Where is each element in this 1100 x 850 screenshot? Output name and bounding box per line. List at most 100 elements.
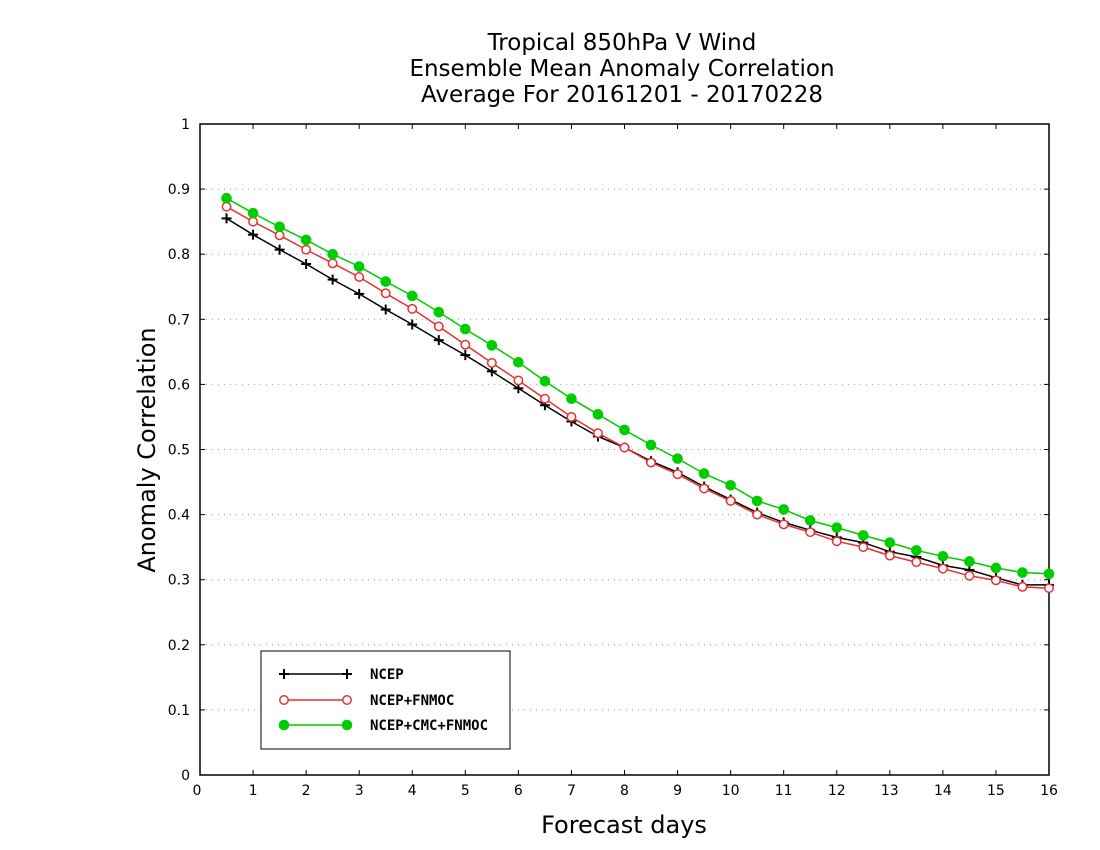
x-tick-label-14: 14	[934, 783, 952, 799]
data-point-s1-31	[1044, 583, 1054, 594]
data-point-s1-1	[248, 216, 259, 227]
data-point-s1-4	[327, 258, 338, 269]
legend-marker-right-2	[341, 719, 353, 731]
data-point-s2-27	[937, 550, 949, 562]
x-tick-label-8: 8	[620, 783, 629, 799]
data-point-s1-8	[433, 321, 444, 332]
x-tick-label-6: 6	[514, 783, 523, 799]
data-point-s0-3	[301, 258, 312, 269]
data-point-s2-26	[911, 545, 922, 556]
y-tick-label-0: 0	[181, 768, 190, 784]
legend-label-0: NCEP	[370, 667, 404, 683]
data-point-s0-7	[407, 319, 418, 330]
legend-marker-left-1	[279, 695, 289, 705]
data-point-s2-1	[247, 207, 259, 219]
data-point-s2-13	[566, 393, 577, 405]
chart-title-line-1: Tropical 850hPa V Wind	[487, 30, 757, 56]
x-tick-label-4: 4	[408, 783, 417, 799]
data-point-s2-16	[645, 439, 657, 451]
legend-marker-left-0	[279, 669, 289, 679]
data-point-s0-0	[221, 213, 232, 224]
x-tick-label-10: 10	[722, 783, 740, 799]
data-point-s1-29	[990, 575, 1001, 586]
data-point-s2-10	[486, 340, 498, 351]
y-axis-label: Anomaly Correlation	[133, 327, 161, 572]
series-line-0	[226, 217, 1049, 586]
chart-title-line-2: Ensemble Mean Anomaly Correlation	[409, 56, 834, 82]
x-tick-label-16: 16	[1040, 783, 1058, 799]
data-point-s1-27	[937, 563, 948, 574]
data-point-s2-20	[751, 495, 763, 507]
y-tick-label-7: 0.7	[168, 312, 190, 328]
legend: NCEP NCEP+FNMOC NCEP+CMC+FNMOC	[260, 650, 511, 750]
data-point-s1-28	[964, 570, 975, 581]
data-point-s0-10	[486, 366, 497, 377]
data-point-s1-30	[1017, 581, 1028, 592]
x-tick-label-5: 5	[461, 783, 470, 799]
y-tick-label-5: 0.5	[168, 443, 190, 459]
legend-item-1: NCEP+FNMOC	[279, 693, 454, 709]
data-point-s1-24	[858, 542, 869, 553]
y-tick-label-2: 0.2	[168, 638, 190, 654]
data-point-s2-9	[460, 323, 471, 335]
data-point-s1-23	[831, 536, 842, 547]
data-point-s1-10	[486, 357, 497, 368]
x-tick-label-13: 13	[881, 783, 899, 799]
data-point-s1-20	[752, 509, 763, 520]
data-point-s2-15	[619, 424, 630, 436]
data-point-s1-5	[354, 272, 365, 282]
x-tick-label-12: 12	[828, 783, 846, 799]
x-tick-label-1: 1	[249, 783, 258, 799]
data-point-s1-25	[884, 550, 895, 561]
chart-title-line-3: Average For 20161201 - 20170228	[421, 82, 823, 108]
x-tick-label-3: 3	[355, 783, 364, 799]
data-point-s1-13	[566, 412, 577, 422]
data-point-s1-0	[221, 201, 232, 212]
x-tick-label-11: 11	[775, 783, 793, 799]
data-point-s0-4	[327, 274, 338, 285]
data-point-s2-30	[1017, 567, 1028, 578]
series-1	[221, 201, 1054, 594]
data-point-s2-11	[513, 356, 524, 368]
data-point-s1-15	[619, 442, 630, 453]
data-point-s1-26	[911, 557, 922, 568]
series-line-2	[226, 197, 1050, 575]
y-tick-label-3: 0.3	[168, 573, 190, 589]
data-point-s2-17	[672, 453, 683, 464]
series-group	[221, 192, 1055, 594]
data-point-s0-1	[248, 229, 259, 240]
data-point-s2-28	[964, 556, 975, 567]
data-point-s2-19	[725, 480, 736, 491]
y-tick-label-9: 0.9	[168, 182, 190, 198]
data-point-s0-6	[380, 304, 391, 315]
data-point-s1-12	[539, 393, 550, 404]
data-point-s2-12	[539, 375, 551, 387]
legend-marker-right-0	[342, 669, 352, 679]
series-2	[221, 192, 1055, 580]
data-point-s1-3	[301, 244, 312, 255]
data-point-s2-4	[327, 248, 338, 260]
legend-item-0: NCEP	[279, 667, 404, 683]
data-point-s1-11	[513, 375, 524, 386]
y-tick-label-4: 0.4	[168, 508, 190, 524]
data-point-s0-5	[354, 288, 365, 299]
data-point-s1-22	[805, 527, 816, 538]
data-point-s2-7	[406, 290, 418, 302]
y-tick-label-6: 0.6	[168, 377, 190, 393]
data-point-s1-16	[646, 457, 656, 468]
legend-label-1: NCEP+FNMOC	[370, 693, 454, 709]
data-point-s2-21	[778, 504, 789, 515]
data-point-s2-0	[221, 192, 232, 204]
data-point-s2-24	[857, 530, 869, 541]
data-point-s1-18	[699, 483, 710, 494]
data-point-s2-23	[831, 522, 843, 533]
data-point-s2-25	[884, 537, 896, 548]
data-point-s2-14	[592, 409, 604, 420]
data-point-s2-18	[698, 468, 710, 479]
data-point-s2-22	[804, 515, 816, 526]
data-point-s1-2	[274, 230, 285, 241]
data-point-s2-3	[300, 234, 312, 246]
x-tick-label-9: 9	[673, 783, 682, 799]
legend-item-2: NCEP+CMC+FNMOC	[278, 718, 488, 734]
